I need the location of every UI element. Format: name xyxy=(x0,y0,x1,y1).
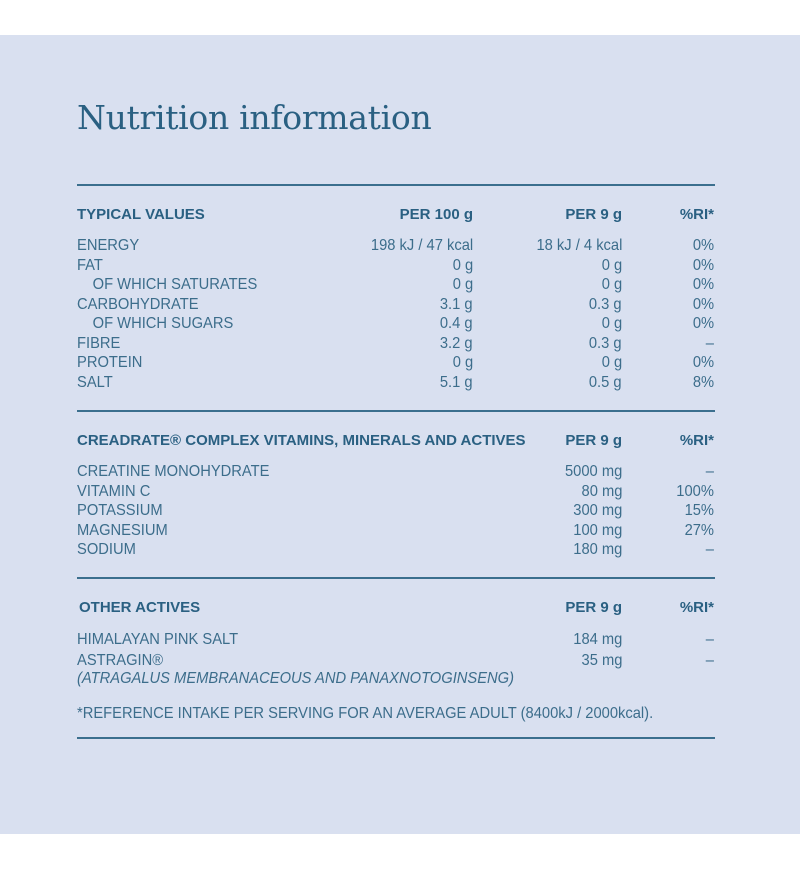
per-9g-value: 5000 mg xyxy=(564,463,622,480)
nutrient-name: ASTRAGIN® xyxy=(77,652,164,669)
per-9g-value: 0 g xyxy=(601,256,622,274)
per-100g-value: 0 g xyxy=(452,256,473,274)
table-row: ASTRAGIN® 35 mg – xyxy=(0,651,800,671)
table-row: OF WHICH SUGARS 0.4 g 0 g 0% xyxy=(0,314,800,334)
ri-value: 15% xyxy=(684,502,714,519)
per-100g-header: PER 100 g xyxy=(399,206,473,223)
other-actives-header: OTHER ACTIVES xyxy=(79,599,201,616)
ri-value: – xyxy=(705,652,714,669)
per-9g-value: 0.5 g xyxy=(589,373,622,391)
per-9g-value: 80 mg xyxy=(581,482,622,500)
table-row: FAT 0 g 0 g 0% xyxy=(0,256,800,276)
ri-header: %RI* xyxy=(679,206,714,223)
typical-values-header: TYPICAL VALUES xyxy=(77,206,205,223)
per-9g-value: 18 kJ / 4 kcal xyxy=(536,237,622,254)
ri-value: – xyxy=(705,541,714,558)
ri-value: 100% xyxy=(676,482,714,500)
ri-value: 0% xyxy=(692,315,714,332)
divider-complex xyxy=(77,577,715,579)
other-ri-header: %RI* xyxy=(679,599,714,616)
per-9g-value: 180 mg xyxy=(572,541,622,558)
per-100g-value: 0.4 g xyxy=(440,315,473,332)
label-panel xyxy=(0,35,800,834)
ri-value: 0% xyxy=(692,276,714,293)
ri-value: – xyxy=(705,463,714,480)
nutrient-name: SODIUM xyxy=(77,541,136,558)
divider-bottom xyxy=(77,737,715,739)
nutrient-name: HIMALAYAN PINK SALT xyxy=(77,631,239,648)
ri-value: 27% xyxy=(684,521,714,539)
ri-value: 0% xyxy=(692,256,714,274)
per-100g-value: 5.1 g xyxy=(440,373,473,391)
per-9g-value: 0 g xyxy=(601,354,622,371)
table-row: ENERGY 198 kJ / 47 kcal 18 kJ / 4 kcal 0% xyxy=(0,236,800,256)
other-per-9g-header: PER 9 g xyxy=(565,599,622,616)
table-row: VITAMIN C 80 mg 100% xyxy=(0,482,800,502)
nutrient-name: FIBRE xyxy=(77,334,121,352)
nutrient-name: VITAMIN C xyxy=(77,482,151,500)
per-9g-header: PER 9 g xyxy=(565,206,622,223)
per-9g-value: 0.3 g xyxy=(589,295,622,313)
per-9g-value: 0 g xyxy=(601,315,622,332)
ri-value: – xyxy=(705,334,714,352)
per-100g-value: 3.1 g xyxy=(440,295,473,313)
per-100g-value: 0 g xyxy=(452,276,473,293)
complex-ri-header: %RI* xyxy=(679,432,714,449)
per-100g-value: 198 kJ / 47 kcal xyxy=(370,237,473,254)
nutrient-name: OF WHICH SUGARS xyxy=(92,315,234,332)
table-row: MAGNESIUM 100 mg 27% xyxy=(0,521,800,541)
per-9g-value: 300 mg xyxy=(572,502,622,519)
ri-value: 8% xyxy=(692,373,714,391)
nutrient-name: PROTEIN xyxy=(77,354,143,371)
complex-header: CREADRATE® COMPLEX VITAMINS, MINERALS AN… xyxy=(77,432,526,449)
ri-value: – xyxy=(705,631,714,648)
table-row: SALT 5.1 g 0.5 g 8% xyxy=(0,373,800,393)
table-row: CARBOHYDRATE 3.1 g 0.3 g 0% xyxy=(0,295,800,315)
nutrient-name: CARBOHYDRATE xyxy=(77,295,199,313)
per-9g-value: 0 g xyxy=(601,276,622,293)
divider-top xyxy=(77,184,715,186)
table-row: FIBRE 3.2 g 0.3 g – xyxy=(0,334,800,354)
nutrient-name: MAGNESIUM xyxy=(77,521,168,539)
complex-per-9g-header: PER 9 g xyxy=(565,432,622,449)
nutrient-name: POTASSIUM xyxy=(77,502,163,519)
per-9g-value: 0.3 g xyxy=(589,334,622,352)
table-row: SODIUM 180 mg – xyxy=(0,540,800,560)
ri-value: 0% xyxy=(692,237,714,254)
per-9g-value: 184 mg xyxy=(572,631,622,648)
nutrient-name: OF WHICH SATURATES xyxy=(92,276,258,293)
table-row: POTASSIUM 300 mg 15% xyxy=(0,501,800,521)
table-row: CREATINE MONOHYDRATE 5000 mg – xyxy=(0,462,800,482)
per-100g-value: 0 g xyxy=(452,354,473,371)
per-100g-value: 3.2 g xyxy=(440,334,473,352)
table-row: HIMALAYAN PINK SALT 184 mg – xyxy=(0,630,800,650)
page-title: Nutrition information xyxy=(77,98,432,137)
table-row: PROTEIN 0 g 0 g 0% xyxy=(0,353,800,373)
per-9g-value: 100 mg xyxy=(572,521,622,539)
nutrient-name: FAT xyxy=(77,256,103,274)
divider-typical xyxy=(77,410,715,412)
ri-value: 0% xyxy=(692,295,714,313)
table-row: OF WHICH SATURATES 0 g 0 g 0% xyxy=(0,275,800,295)
nutrient-name: SALT xyxy=(77,373,113,391)
nutrient-name: ENERGY xyxy=(77,237,140,254)
per-9g-value: 35 mg xyxy=(581,652,622,669)
nutrient-name: CREATINE MONOHYDRATE xyxy=(77,463,270,480)
reference-footnote: *REFERENCE INTAKE PER SERVING FOR AN AVE… xyxy=(77,705,654,722)
astragin-subtitle: (ATRAGALUS MEMBRANACEOUS AND PANAXNOTOGI… xyxy=(77,670,515,687)
ri-value: 0% xyxy=(692,354,714,371)
